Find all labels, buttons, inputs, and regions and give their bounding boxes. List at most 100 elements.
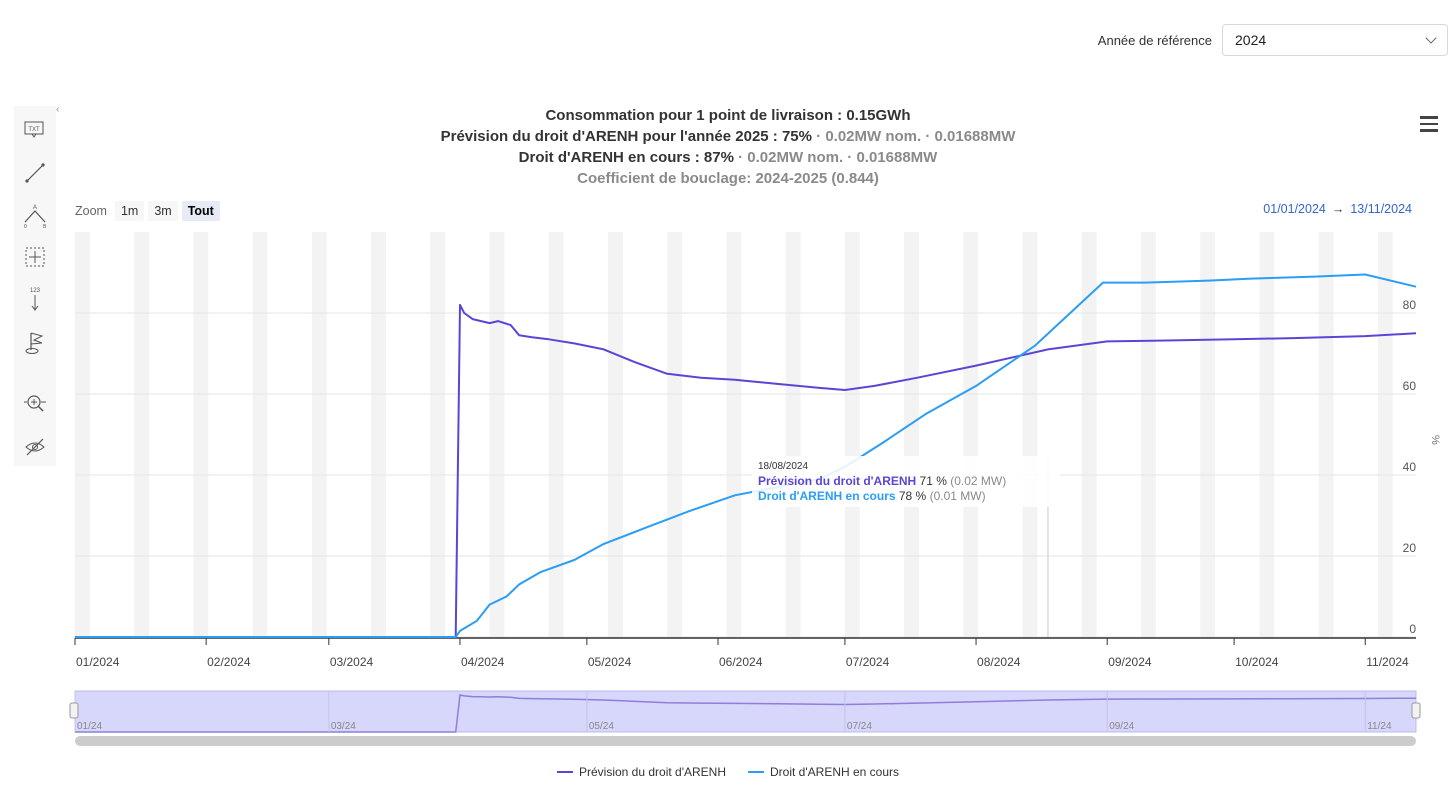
reference-year-label: Année de référence (1097, 32, 1212, 48)
x-tick-label: 07/2024 (846, 655, 890, 669)
week-band (134, 232, 150, 637)
current-right-title-main: Droit d'ARENH en cours : 87% (518, 149, 734, 166)
legend-label-current: Droit d'ARENH en cours (770, 765, 900, 779)
legend-symbol-current (748, 771, 765, 773)
navigator-tick-label: 05/24 (589, 721, 614, 732)
y-tick-label: 60 (1403, 379, 1417, 393)
x-tick-label: 02/2024 (207, 655, 251, 669)
x-tick-label: 11/2024 (1366, 655, 1409, 669)
forecast-title-main: Prévision du droit d'ARENH pour l'année … (440, 128, 812, 145)
y-tick-label: 0 (1409, 622, 1416, 636)
zoom-button-all[interactable]: Tout (181, 201, 220, 221)
loop-coefficient-subtitle: Coefficient de bouclage: 2024-2025 (0.84… (577, 170, 879, 187)
consumption-title: Consommation pour 1 point de livraison :… (545, 107, 911, 124)
x-tick-label: 03/2024 (330, 655, 374, 669)
tooltip-series2-extra: (0.01 MW) (929, 489, 986, 503)
range-to[interactable]: 13/11/2024 (1350, 202, 1412, 216)
navigator-scrollbar (75, 736, 1416, 746)
current-right-title-detail: · 0.02MW nom. · 0.01688MW (733, 149, 938, 166)
navigator-handle-left (69, 702, 79, 719)
zoom-button-3m[interactable]: 3m (148, 201, 178, 221)
annotation-toolbar: TXT A 0 B 123 (14, 106, 56, 466)
week-band (1259, 232, 1275, 637)
zoom-button-1m[interactable]: 1m (114, 201, 145, 221)
y-tick-label: 20 (1403, 541, 1417, 555)
legend-label-forecast: Prévision du droit d'ARENH (578, 765, 727, 779)
zoom-pan-icon[interactable] (20, 388, 50, 418)
svg-text:0: 0 (24, 224, 27, 228)
x-tick-label: 05/2024 (588, 655, 632, 669)
x-tick-label: 08/2024 (977, 655, 1021, 669)
navigator-mask (74, 690, 1417, 733)
line-icon[interactable] (20, 158, 50, 188)
range-arrow: → (1331, 202, 1345, 216)
chart-menu-icon[interactable] (1420, 116, 1438, 136)
week-band (1377, 232, 1393, 637)
week-band (430, 232, 446, 637)
reference-year-select[interactable]: 2024 (1222, 24, 1448, 56)
svg-text:123: 123 (30, 288, 41, 294)
week-band (1022, 232, 1038, 637)
week-band (252, 232, 268, 637)
reference-year-value: 2024 (1235, 32, 1267, 48)
navigator-tick-label: 07/24 (847, 721, 872, 732)
svg-text:A: A (33, 205, 37, 211)
week-band (904, 232, 919, 637)
angle-measure-icon[interactable]: A 0 B (20, 200, 50, 230)
week-band (785, 232, 801, 637)
week-band (1081, 232, 1097, 637)
week-band (489, 232, 505, 637)
tooltip-series1-value: 71 % (919, 474, 947, 488)
x-tick-label: 06/2024 (719, 655, 763, 669)
week-band (844, 232, 860, 637)
legend-item-current[interactable]: Droit d'ARENH en cours (748, 765, 899, 779)
navigator-tick-label: 09/24 (1109, 721, 1134, 732)
legend-item-forecast[interactable]: Prévision du droit d'ARENH (556, 765, 727, 779)
week-band (1200, 232, 1216, 637)
week-band (608, 232, 623, 637)
y-tick-label: 40 (1403, 460, 1417, 474)
navigator-tick-label: 01/24 (77, 721, 102, 732)
range-from[interactable]: 01/01/2024 (1263, 202, 1326, 216)
y-tick-label: 80 (1403, 298, 1417, 312)
tooltip-series2-name: Droit d'ARENH en cours (758, 489, 896, 503)
week-band (548, 232, 564, 637)
toolbar-collapse-icon[interactable]: ‹ (56, 104, 60, 115)
x-tick-label: 09/2024 (1108, 655, 1152, 669)
x-tick-label: 01/2024 (76, 655, 120, 669)
tooltip-date: 18/08/2024 (758, 461, 809, 472)
x-tick-label: 04/2024 (461, 655, 505, 669)
week-band (193, 232, 209, 637)
chart-tooltip: 18/08/2024 Prévision du droit d'ARENH 71… (752, 456, 1060, 507)
reference-year-picker: Année de référence 2024 (1098, 24, 1448, 56)
forecast-title: Prévision du droit d'ARENH pour l'année … (0, 126, 1456, 147)
svg-text:TXT: TXT (28, 127, 40, 133)
hide-icon[interactable] (20, 432, 50, 462)
week-band (667, 232, 683, 637)
tooltip-series1-extra: (0.02 MW) (950, 474, 1007, 488)
week-band (371, 232, 386, 637)
navigator-tick-label: 11/24 (1367, 721, 1392, 732)
flag-icon[interactable] (20, 328, 50, 358)
week-band (1141, 232, 1156, 637)
tooltip-row-current: Droit d'ARENH en cours 78 % (0.01 MW) (758, 489, 1054, 504)
week-band (311, 232, 327, 637)
text-annotation-icon[interactable]: TXT (20, 114, 50, 144)
legend-symbol-forecast (556, 771, 573, 773)
crosshair-icon[interactable] (20, 242, 50, 272)
forecast-title-detail: · 0.02MW nom. · 0.01688MW (812, 128, 1016, 145)
navigator-tick-label: 03/24 (331, 721, 356, 732)
week-band (1318, 232, 1334, 637)
current-right-title: Droit d'ARENH en cours : 87% · 0.02MW no… (0, 147, 1456, 168)
chart-titles: Consommation pour 1 point de livraison :… (0, 105, 1456, 189)
tooltip-series2-value: 78 % (898, 489, 927, 503)
navigator-handle-right (1411, 702, 1421, 719)
tooltip-series1-name: Prévision du droit d'ARENH (758, 474, 917, 488)
y-axis-label: % (1429, 435, 1441, 445)
week-band (726, 232, 742, 637)
zoom-selector: Zoom 1m 3m Tout (75, 201, 220, 221)
vertical-counter-icon[interactable]: 123 (20, 284, 50, 314)
chart-legend: Prévision du droit d'ARENH Droit d'ARENH… (0, 765, 1456, 779)
x-tick-label: 10/2024 (1235, 655, 1279, 669)
